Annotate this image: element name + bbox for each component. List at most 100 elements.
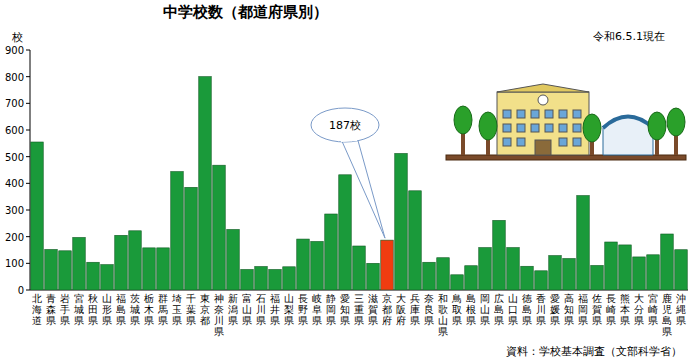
- y-axis-line: [30, 50, 31, 290]
- x-tick-char: 県: [592, 315, 602, 326]
- callout-bubble: [311, 108, 379, 142]
- x-tick-char: 海: [32, 304, 42, 315]
- x-tick-char: 県: [676, 315, 686, 326]
- chart: 中学校数（都道府県別）令和6.5.1現在校0100200300400500600…: [0, 0, 690, 360]
- x-tick-char: 道: [32, 315, 42, 326]
- x-tick-label: 宮城県: [73, 293, 84, 326]
- x-tick-label: 山形県: [102, 293, 112, 326]
- bar: [423, 262, 436, 290]
- x-axis: 北海道青森県岩手県宮城県秋田県山形県福島県茨城県栃木県群馬県埼玉県千葉県東京都神…: [32, 293, 686, 337]
- bar: [45, 249, 58, 290]
- x-tick-char: 奈: [424, 293, 434, 304]
- x-tick-char: 宮: [648, 293, 658, 304]
- y-label: 校: [11, 31, 23, 44]
- window: [517, 124, 525, 132]
- x-tick-char: 崎: [606, 304, 616, 315]
- x-tick-char: 賀: [592, 304, 602, 315]
- x-tick-label: 熊本県: [620, 293, 630, 326]
- bar: [241, 269, 254, 290]
- x-tick-char: 山: [242, 304, 252, 315]
- x-tick-char: 県: [284, 315, 294, 326]
- x-tick-char: 形: [102, 304, 112, 315]
- x-tick-char: 潟: [228, 304, 238, 315]
- bar: [479, 248, 492, 290]
- x-tick-label: 群馬県: [157, 293, 168, 326]
- x-tick-char: 県: [298, 315, 308, 326]
- x-tick-char: 京: [200, 304, 210, 315]
- x-tick-char: 根: [466, 304, 476, 315]
- bar: [283, 267, 296, 290]
- x-tick-label: 秋田県: [88, 293, 98, 326]
- x-tick-label: 青森県: [46, 293, 56, 326]
- x-tick-char: 石: [256, 293, 266, 304]
- window: [545, 124, 553, 132]
- bar: [633, 257, 646, 290]
- bar: [101, 265, 114, 290]
- bar: [115, 235, 128, 290]
- window: [559, 110, 567, 118]
- x-tick-label: 石川県: [256, 293, 266, 326]
- x-tick-label: 山梨県: [284, 293, 294, 326]
- x-tick-char: 城: [73, 304, 84, 315]
- x-tick-char: 県: [186, 315, 196, 326]
- x-tick-char: 山: [480, 304, 490, 315]
- y-tick: [26, 290, 30, 291]
- annotation: 187校: [311, 108, 385, 238]
- bar: [227, 229, 240, 290]
- bars: [31, 77, 688, 290]
- x-tick-char: 和: [438, 293, 448, 304]
- x-tick-char: 県: [452, 315, 462, 326]
- x-tick-char: 徳: [522, 293, 532, 304]
- x-tick-char: 県: [508, 315, 518, 326]
- x-tick-char: 千: [186, 293, 196, 304]
- y-tick-label: 800: [5, 72, 24, 83]
- x-tick-char: 秋: [88, 293, 98, 304]
- x-tick-char: 県: [368, 315, 378, 326]
- x-tick-label: 兵庫県: [410, 293, 420, 326]
- x-tick-label: 滋賀県: [368, 293, 378, 326]
- x-tick-char: 宮: [74, 293, 84, 304]
- x-tick-char: 良: [424, 304, 434, 315]
- x-tick-char: 府: [396, 315, 406, 326]
- x-tick-char: 県: [410, 315, 420, 326]
- tree-crown: [648, 112, 666, 140]
- x-tick-char: 県: [340, 315, 350, 326]
- x-tick-char: 玉: [172, 304, 182, 315]
- x-tick-char: 茨: [130, 293, 140, 304]
- tree-crown: [479, 112, 497, 140]
- bar: [493, 220, 506, 290]
- x-tick-char: 葉: [186, 304, 196, 315]
- x-tick-char: 東: [200, 293, 210, 304]
- window: [517, 138, 525, 146]
- bar: [507, 248, 520, 290]
- subtitle: 令和6.5.1現在: [593, 30, 665, 43]
- x-tick-char: 阪: [396, 304, 406, 315]
- x-tick-char: 媛: [550, 304, 560, 315]
- x-tick-char: 県: [648, 315, 658, 326]
- x-tick-char: 栃: [144, 293, 154, 304]
- x-tick-char: 岡: [578, 304, 588, 315]
- x-tick-char: 都: [382, 304, 392, 315]
- x-tick-char: 群: [158, 293, 168, 304]
- y-tick: [26, 156, 30, 157]
- bar: [563, 259, 576, 290]
- x-tick-char: 分: [634, 304, 644, 315]
- x-tick-char: 府: [382, 315, 392, 326]
- x-tick-char: 県: [228, 315, 238, 326]
- x-tick-char: 兵: [410, 293, 420, 304]
- bar: [255, 267, 268, 290]
- x-tick-char: 県: [480, 315, 490, 326]
- x-tick-label: 埼玉県: [171, 293, 182, 326]
- x-tick-char: 県: [256, 315, 266, 326]
- x-tick-char: 県: [326, 315, 336, 326]
- y-tick: [26, 263, 30, 264]
- x-tick-label: 長崎県: [606, 293, 616, 326]
- x-tick-label: 栃木県: [144, 293, 154, 326]
- annotation-text: 187校: [329, 119, 361, 132]
- bar: [325, 214, 338, 290]
- x-tick-char: 奈: [214, 304, 224, 315]
- x-tick-char: 知: [564, 304, 574, 315]
- x-tick-char: 県: [172, 315, 182, 326]
- window: [531, 110, 539, 118]
- x-tick-char: 大: [396, 293, 406, 304]
